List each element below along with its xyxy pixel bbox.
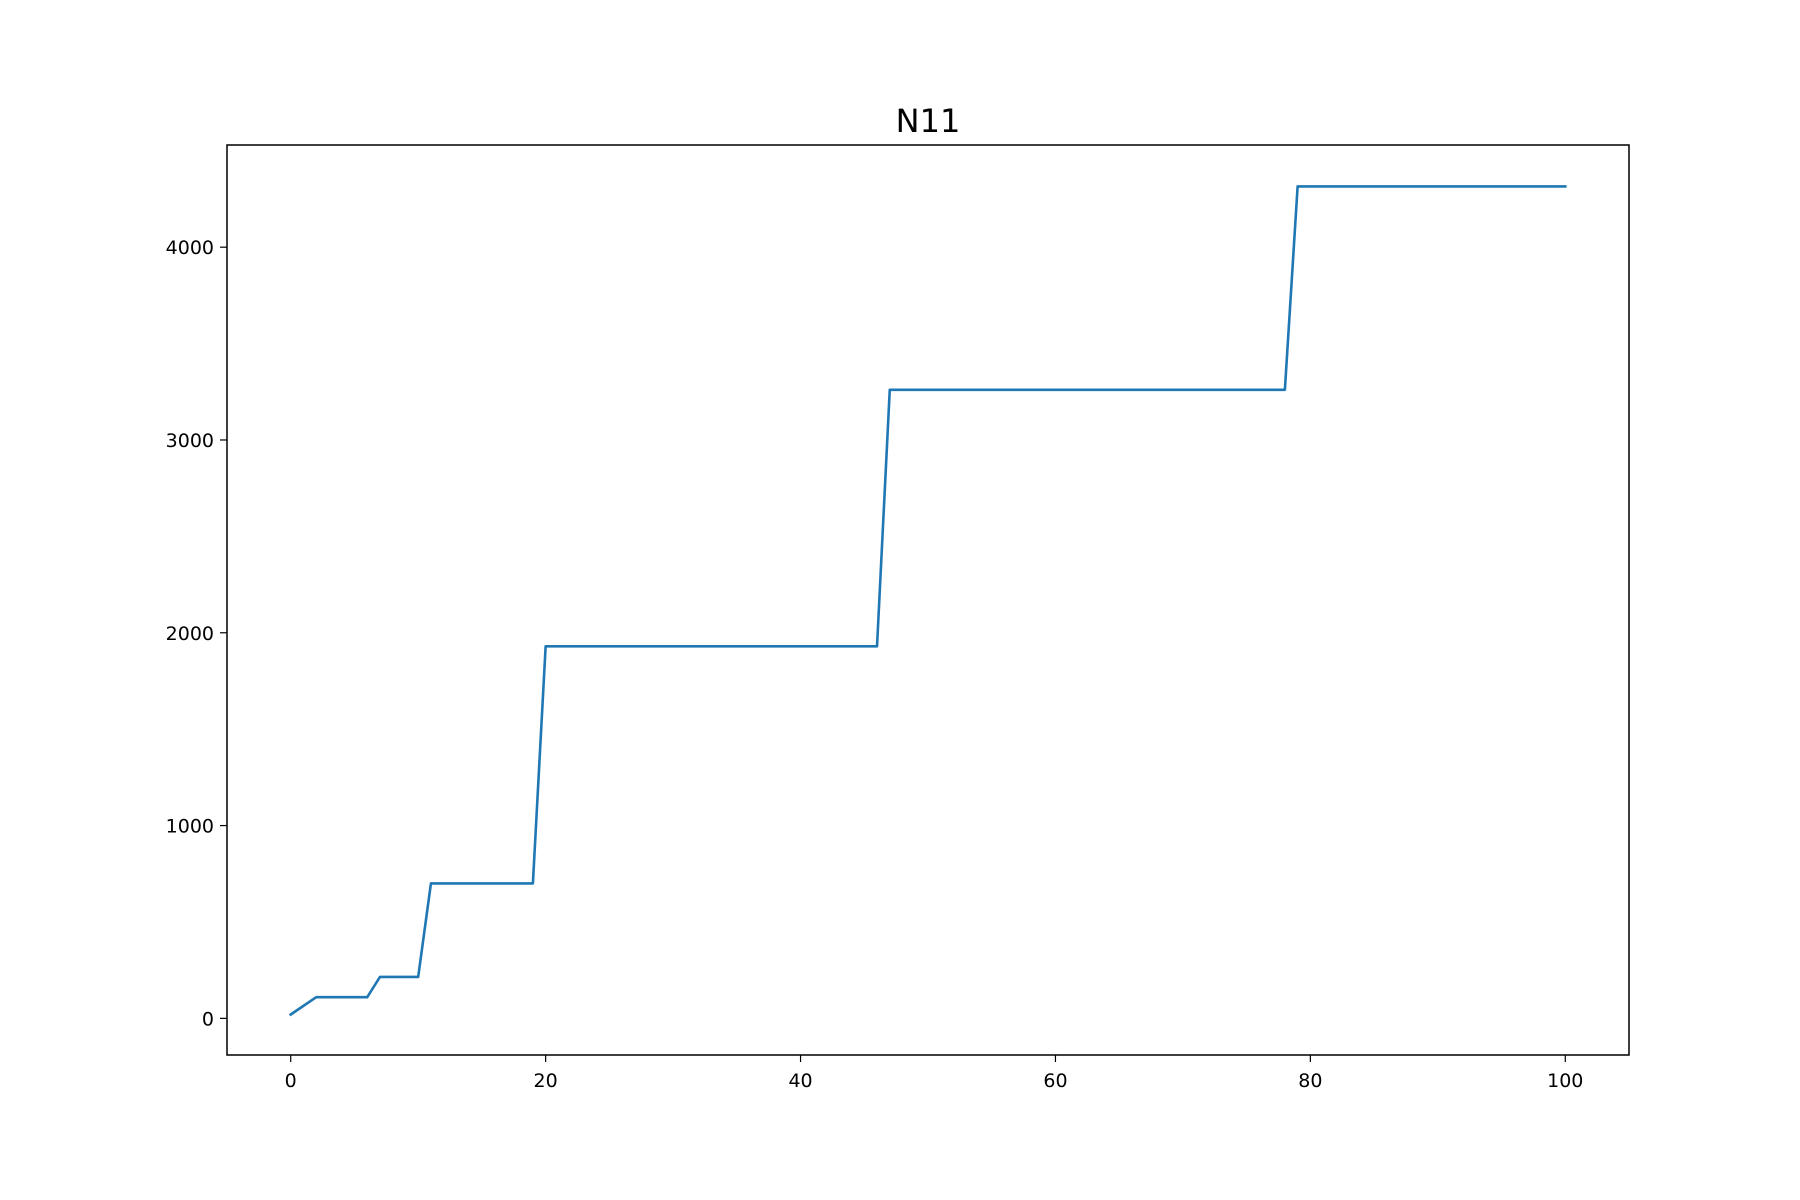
x-tick-label: 40 [788, 1070, 812, 1092]
y-tick-label: 2000 [166, 623, 214, 645]
plot-area-frame [226, 144, 1630, 1056]
chart-title: N11 [896, 102, 961, 140]
x-tick-label: 0 [285, 1070, 297, 1092]
y-tick-label: 4000 [166, 237, 214, 259]
series-line [288, 185, 1567, 1017]
series-layer [288, 185, 1567, 1017]
x-tick-label: 100 [1547, 1070, 1583, 1092]
x-tick-label: 20 [534, 1070, 558, 1092]
y-axis: 0 1000 2000 3000 4000 [166, 237, 227, 1030]
y-tick-label: 3000 [166, 430, 214, 452]
x-axis: 0 20 40 60 80 100 [285, 1055, 1583, 1092]
x-tick-label: 80 [1298, 1070, 1322, 1092]
y-tick-label: 0 [202, 1008, 214, 1030]
x-tick-label: 60 [1043, 1070, 1067, 1092]
y-tick-label: 1000 [166, 816, 214, 838]
